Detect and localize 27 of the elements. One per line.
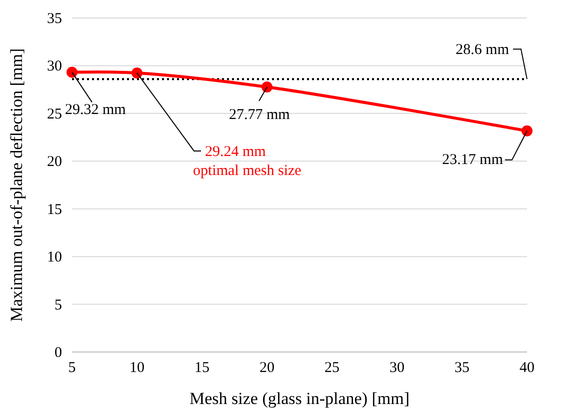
point xyxy=(66,66,78,78)
y-tick-label: 30 xyxy=(47,58,62,75)
annotation: 23.17 mm xyxy=(442,152,504,168)
x-axis-title: Mesh size (glass in-plane) [mm] xyxy=(190,389,410,408)
y-tick-label: 10 xyxy=(47,250,62,266)
point xyxy=(522,125,532,136)
y-tick-label: 20 xyxy=(47,154,62,170)
annotation: 27.77 mm xyxy=(229,106,290,123)
y-axis-title: Maximum out-of-plane deflection [mm] xyxy=(7,48,26,322)
ref-line-label: 28.6 mm xyxy=(456,42,510,58)
y-tick-label: 25 xyxy=(47,106,62,122)
x-tick-label: 35 xyxy=(454,360,470,376)
y-tick-label: 35 xyxy=(47,11,62,27)
x-tick-label: 20 xyxy=(260,360,274,376)
y-tick-label: 15 xyxy=(47,202,62,218)
point xyxy=(132,67,142,78)
y-tick-label: 0 xyxy=(54,345,62,361)
x-tick-label: 30 xyxy=(390,360,404,376)
x-tick-label: 5 xyxy=(68,360,76,376)
annotation: 29.24 mm optimal mesh size xyxy=(193,144,302,179)
x-tick-label: 40 xyxy=(520,360,534,376)
point xyxy=(262,81,272,92)
x-tick-label: 10 xyxy=(130,360,144,376)
x-tick-label: 15 xyxy=(194,360,210,376)
annotation: 29.32 mm xyxy=(65,102,126,118)
x-tick-label: 25 xyxy=(324,360,340,376)
y-tick-label: 5 xyxy=(54,297,62,314)
